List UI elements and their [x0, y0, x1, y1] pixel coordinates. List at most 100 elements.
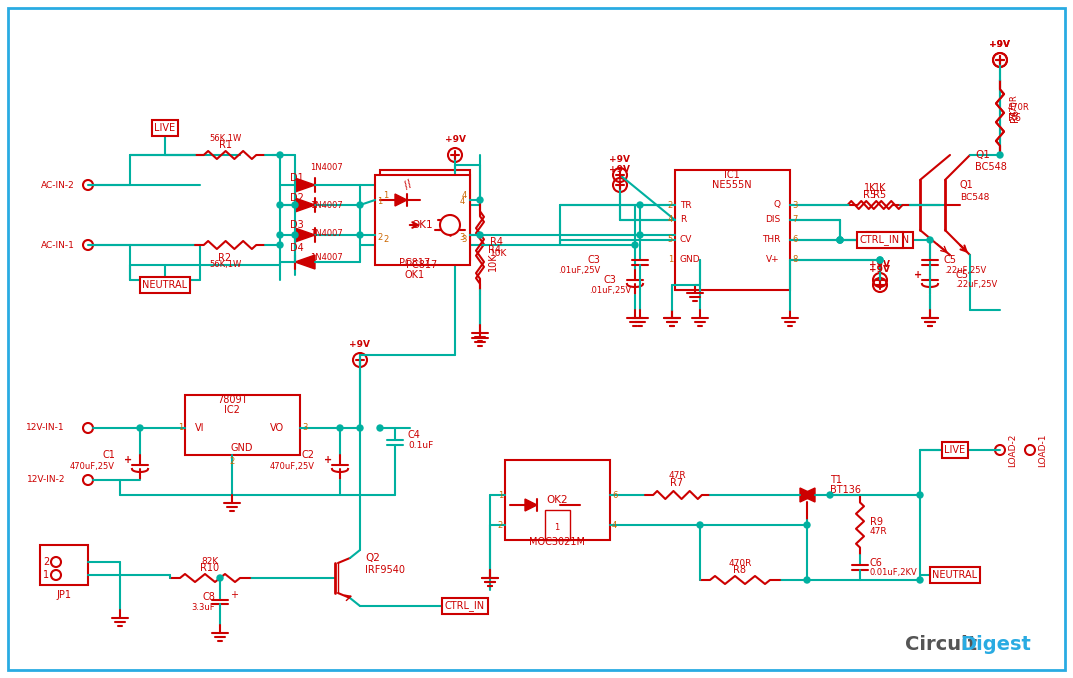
Text: 7809T: 7809T — [217, 395, 247, 405]
Text: R5: R5 — [873, 190, 886, 200]
Text: LOAD-2: LOAD-2 — [1008, 433, 1017, 466]
Text: +9V: +9V — [609, 165, 631, 174]
Polygon shape — [800, 488, 815, 502]
Bar — [185, 395, 300, 455]
Polygon shape — [295, 198, 315, 212]
Text: 2: 2 — [667, 201, 673, 210]
Text: +9V: +9V — [869, 260, 891, 269]
Text: 7: 7 — [792, 216, 797, 224]
Text: 10K: 10K — [490, 250, 508, 258]
Text: D2: D2 — [290, 193, 304, 203]
Text: +: + — [914, 270, 922, 280]
Text: 1: 1 — [667, 256, 673, 264]
Text: R8: R8 — [734, 565, 747, 575]
Text: R: R — [680, 216, 687, 224]
Text: DIS: DIS — [765, 216, 780, 224]
Text: +9V: +9V — [350, 340, 370, 349]
Text: 5: 5 — [667, 235, 673, 245]
Circle shape — [217, 575, 223, 581]
Text: CTRL_IN: CTRL_IN — [870, 235, 910, 245]
Text: 47R: 47R — [668, 471, 686, 481]
Text: 10K: 10K — [488, 253, 498, 271]
Circle shape — [637, 232, 643, 238]
Text: AC-IN-1: AC-IN-1 — [41, 241, 75, 250]
Text: +: + — [230, 590, 238, 600]
Text: AC-IN-2: AC-IN-2 — [41, 180, 75, 189]
Text: R5: R5 — [864, 190, 877, 200]
Circle shape — [477, 197, 483, 203]
Text: Circuit: Circuit — [905, 635, 978, 654]
Circle shape — [357, 425, 363, 431]
Text: VO: VO — [270, 423, 284, 433]
Circle shape — [277, 152, 283, 158]
Text: PC817: PC817 — [399, 258, 430, 268]
Text: 1: 1 — [377, 197, 382, 207]
Text: 6: 6 — [792, 235, 797, 245]
Bar — [40, 545, 88, 585]
Text: T1: T1 — [831, 475, 842, 485]
Text: LIVE: LIVE — [155, 123, 176, 133]
Circle shape — [277, 232, 283, 238]
Text: D4: D4 — [290, 243, 304, 253]
Text: 1K: 1K — [864, 183, 877, 193]
Bar — [505, 460, 609, 540]
Text: C8: C8 — [202, 592, 215, 602]
Text: TR: TR — [680, 201, 692, 210]
Text: 1K: 1K — [873, 183, 886, 193]
Text: 2: 2 — [43, 557, 49, 567]
Text: 470R: 470R — [729, 559, 752, 567]
Text: 470uF,25V: 470uF,25V — [70, 462, 115, 471]
Circle shape — [637, 202, 643, 208]
Text: Digest: Digest — [960, 635, 1031, 654]
Text: Q2: Q2 — [365, 553, 380, 563]
Text: LIVE: LIVE — [944, 445, 966, 455]
Text: IC2: IC2 — [224, 405, 240, 415]
Bar — [675, 170, 790, 290]
Text: 2: 2 — [230, 457, 235, 466]
Text: 4: 4 — [612, 521, 617, 530]
Text: C4: C4 — [408, 430, 421, 440]
Text: BT136: BT136 — [831, 485, 861, 495]
Text: .22uF,25V: .22uF,25V — [944, 266, 986, 275]
Circle shape — [292, 202, 298, 208]
Circle shape — [697, 522, 703, 528]
Text: 470uF,25V: 470uF,25V — [270, 462, 315, 471]
Text: 1: 1 — [43, 570, 49, 580]
Circle shape — [277, 202, 283, 208]
Text: +: + — [124, 455, 132, 465]
Text: 12V-IN-2: 12V-IN-2 — [27, 475, 65, 485]
Text: NE555N: NE555N — [712, 180, 752, 190]
Text: D1: D1 — [290, 173, 304, 183]
Text: CTRL_IN: CTRL_IN — [859, 235, 900, 245]
Polygon shape — [800, 488, 815, 502]
Text: 1: 1 — [383, 191, 388, 199]
Text: +9V: +9V — [989, 40, 1011, 49]
Text: 3: 3 — [459, 233, 465, 243]
Text: MOC3021M: MOC3021M — [529, 537, 585, 547]
Text: 3: 3 — [302, 424, 307, 433]
Text: 56K,1W: 56K,1W — [209, 260, 241, 269]
Text: R7: R7 — [671, 478, 684, 488]
Text: CTRL_IN: CTRL_IN — [445, 601, 485, 612]
Text: 4: 4 — [667, 216, 673, 224]
Polygon shape — [295, 178, 315, 192]
Text: 56K,1W: 56K,1W — [209, 134, 241, 142]
Text: 8: 8 — [792, 256, 797, 264]
Text: R9: R9 — [870, 517, 883, 527]
Text: 0.1uF: 0.1uF — [408, 441, 433, 450]
Circle shape — [292, 232, 298, 238]
Text: V+: V+ — [766, 256, 780, 264]
Text: +: + — [324, 455, 332, 465]
Circle shape — [377, 425, 383, 431]
Text: JP1: JP1 — [57, 590, 72, 600]
Text: //: // — [402, 179, 414, 191]
Circle shape — [337, 425, 343, 431]
Text: 82K: 82K — [202, 557, 219, 567]
Text: Q: Q — [773, 201, 780, 210]
Text: CV: CV — [680, 235, 692, 245]
Text: Q1: Q1 — [960, 180, 974, 190]
Text: .22uF,25V: .22uF,25V — [955, 281, 997, 290]
Text: 47R: 47R — [870, 527, 887, 536]
Text: 6: 6 — [612, 490, 617, 500]
Text: IRF9540: IRF9540 — [365, 565, 405, 575]
